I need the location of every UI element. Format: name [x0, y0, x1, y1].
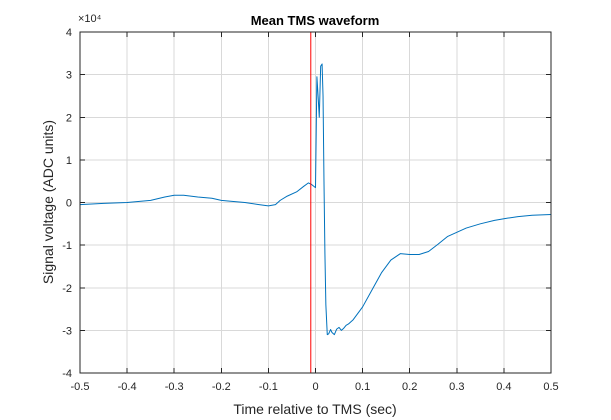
- series-layer: [79, 63, 552, 336]
- y-axis-label: Signal voltage (ADC units): [40, 120, 56, 284]
- y-tick-label: 1: [66, 155, 72, 167]
- x-tick-label: -0.1: [259, 381, 278, 393]
- waveform-line: [79, 63, 552, 336]
- y-tick-label: -1: [62, 240, 72, 252]
- y-tick-label: 4: [66, 27, 72, 39]
- y-tick-label: -2: [62, 283, 72, 295]
- y-tick-label: 0: [66, 198, 72, 210]
- chart-title: Mean TMS waveform: [251, 13, 380, 28]
- x-tick-label: -0.4: [118, 381, 137, 393]
- y-tick-label: -4: [62, 368, 72, 380]
- ticks-layer: -0.5 -0.4 -0.3 -0.2 -0.1 0 0.1 0.2 0.3 0.4 0.5 -4 -3…: [62, 27, 558, 393]
- x-tick-label: -0.2: [212, 381, 231, 393]
- grid-layer: [79, 31, 552, 374]
- x-tick-label: 0.4: [496, 381, 511, 393]
- x-tick-label: -0.3: [165, 381, 184, 393]
- x-tick-label: 0.3: [449, 381, 464, 393]
- y-tick-label: -3: [62, 325, 72, 337]
- y-tick-label: 2: [66, 112, 72, 124]
- x-tick-label: -0.5: [71, 381, 90, 393]
- y-axis-exponent-label: ×10⁴: [78, 13, 102, 25]
- x-tick-label: 0: [312, 381, 318, 393]
- y-tick-label: 3: [66, 70, 72, 82]
- x-tick-label: 0.2: [402, 381, 417, 393]
- x-tick-label: 0.5: [543, 381, 558, 393]
- x-axis-label: Time relative to TMS (sec): [233, 401, 396, 417]
- x-tick-label: 0.1: [355, 381, 370, 393]
